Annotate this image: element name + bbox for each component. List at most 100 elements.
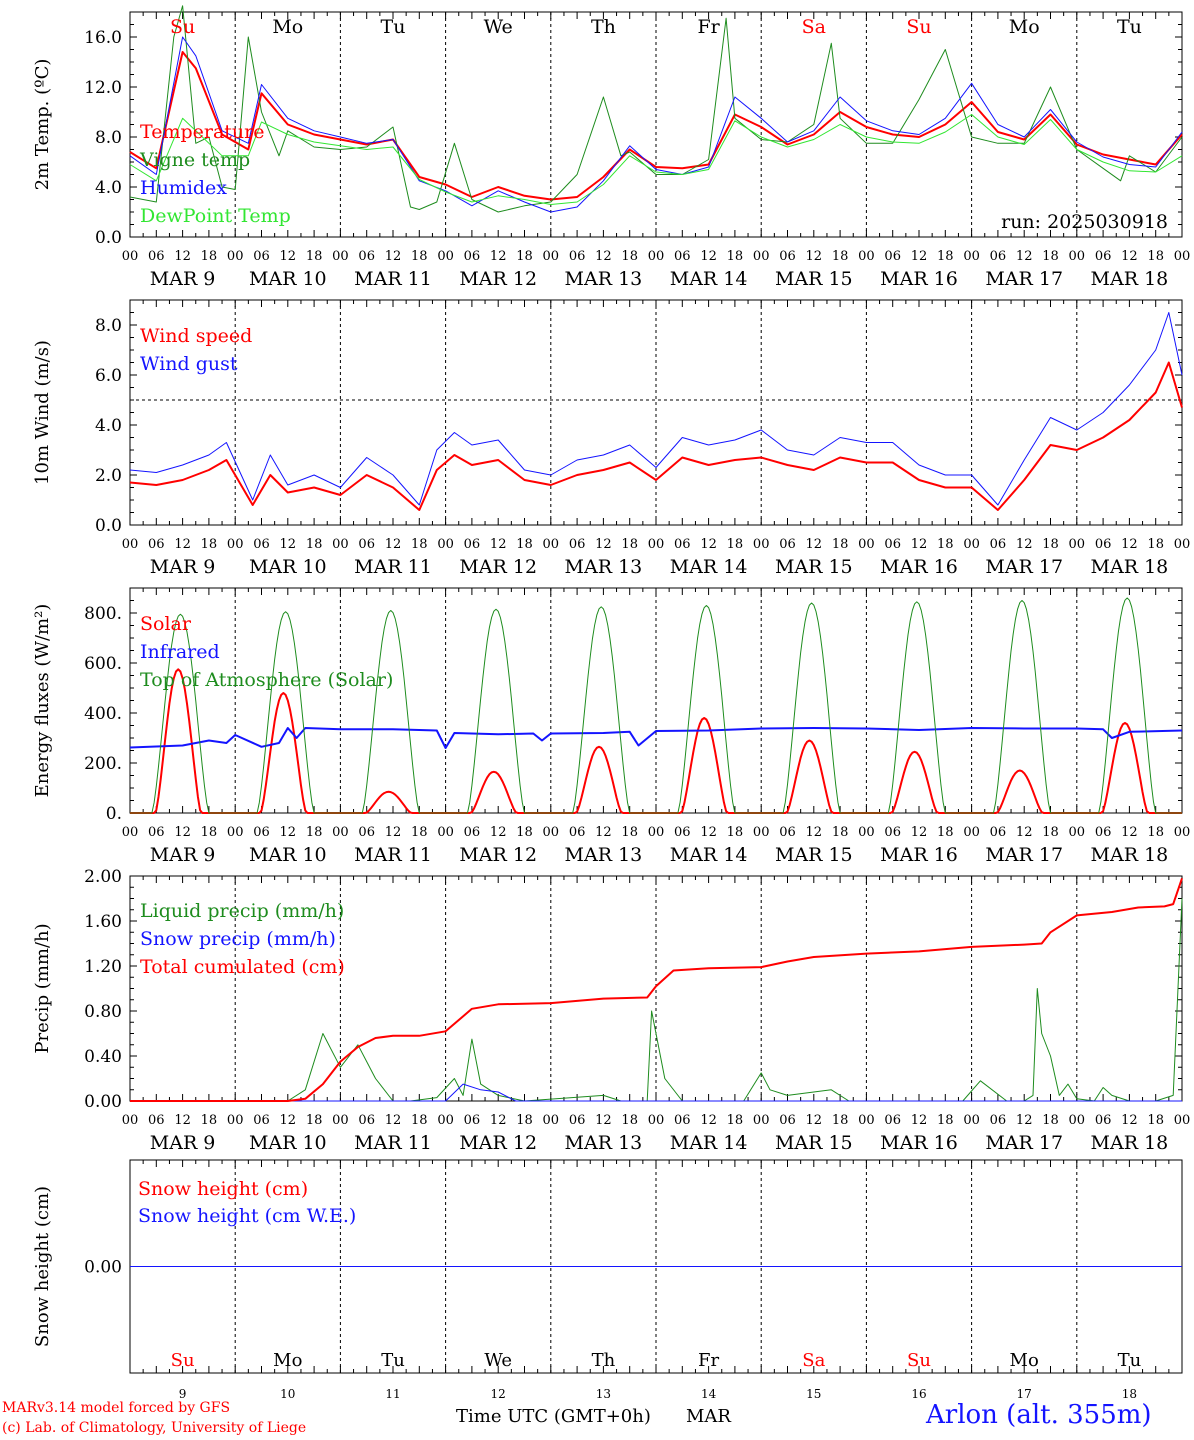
hour-tick-label: 06 [1095, 1113, 1112, 1128]
y-tick-label: 600. [84, 654, 122, 674]
y-tick-label: 6.0 [95, 366, 122, 386]
date-label: MAR 14 [670, 844, 748, 866]
hour-tick-label: 00 [227, 825, 244, 840]
hour-tick-label: 00 [1174, 537, 1191, 552]
date-label: MAR 17 [985, 268, 1063, 290]
day-number-label: 17 [1017, 1387, 1032, 1401]
hour-tick-label: 06 [884, 249, 901, 264]
date-label: MAR 17 [985, 1132, 1063, 1154]
hour-tick-label: 00 [543, 537, 560, 552]
hour-tick-label: 00 [437, 537, 454, 552]
day-number-label: 10 [280, 1387, 295, 1401]
weekday-label: Fr [697, 16, 720, 38]
run-annotation: run: 2025030918 [1001, 211, 1168, 233]
y-axis-label: Energy fluxes (W/m²) [32, 604, 53, 798]
hour-tick-label: 06 [1095, 537, 1112, 552]
hour-tick-label: 06 [569, 1113, 586, 1128]
hour-tick-label: 06 [358, 537, 375, 552]
hour-tick-label: 12 [595, 537, 612, 552]
hour-tick-label: 18 [1147, 825, 1164, 840]
hour-tick-label: 12 [385, 249, 402, 264]
x-axis-month: MAR [686, 1406, 731, 1427]
hour-tick-label: 06 [779, 825, 796, 840]
hour-tick-label: 06 [253, 825, 270, 840]
y-axis-label: 2m Temp. (ºC) [32, 59, 53, 191]
weekday-label: We [484, 1350, 512, 1371]
hour-tick-label: 12 [595, 249, 612, 264]
hour-tick-label: 00 [1069, 249, 1086, 264]
hour-tick-label: 06 [253, 1113, 270, 1128]
legend-entry: Humidex [140, 177, 227, 199]
hour-tick-label: 12 [700, 825, 717, 840]
hour-tick-label: 06 [990, 537, 1007, 552]
y-tick-label: 0.40 [84, 1047, 122, 1067]
hour-tick-label: 18 [201, 825, 218, 840]
hour-tick-label: 12 [490, 249, 507, 264]
weekday-label: Mo [272, 16, 303, 38]
weekday-label: Su [906, 16, 931, 38]
series-line [130, 1083, 1182, 1102]
weekday-label: Th [591, 16, 616, 38]
date-label: MAR 15 [775, 268, 853, 290]
hour-tick-label: 18 [306, 537, 323, 552]
hour-tick-label: 00 [437, 825, 454, 840]
hour-tick-label: 00 [648, 825, 665, 840]
hour-tick-label: 12 [1016, 537, 1033, 552]
hour-tick-label: 18 [516, 249, 533, 264]
hour-tick-label: 00 [122, 1113, 139, 1128]
hour-tick-label: 12 [700, 537, 717, 552]
date-label: MAR 16 [880, 268, 958, 290]
hour-tick-label: 06 [884, 537, 901, 552]
y-tick-label: 1.60 [84, 912, 122, 932]
hour-tick-label: 00 [753, 249, 770, 264]
weekday-label: Tu [1118, 1350, 1142, 1371]
hour-tick-label: 06 [674, 825, 691, 840]
y-tick-label: 4.0 [95, 178, 122, 198]
hour-tick-label: 18 [306, 1113, 323, 1128]
day-number-label: 9 [179, 1387, 187, 1401]
date-label: MAR 15 [775, 844, 853, 866]
credit-line-2: (c) Lab. of Climatology, University of L… [2, 1420, 307, 1436]
hour-tick-label: 18 [1042, 537, 1059, 552]
legend-entry: Wind speed [140, 325, 252, 347]
date-label: MAR 10 [249, 844, 327, 866]
hour-tick-label: 18 [832, 537, 849, 552]
hour-tick-label: 18 [621, 249, 638, 264]
hour-tick-label: 00 [227, 537, 244, 552]
legend-entry: Total cumulated (cm) [140, 956, 345, 978]
day-number-label: 11 [385, 1387, 400, 1401]
weekday-label: Sa [802, 1350, 825, 1371]
hour-tick-label: 18 [621, 1113, 638, 1128]
hour-tick-label: 06 [148, 249, 165, 264]
hour-tick-label: 18 [727, 825, 744, 840]
hour-tick-label: 06 [358, 825, 375, 840]
hour-tick-label: 06 [990, 1113, 1007, 1128]
legend-entry: Infrared [140, 641, 220, 663]
weekday-label: Su [170, 16, 195, 38]
hour-tick-label: 12 [174, 249, 191, 264]
hour-tick-label: 18 [727, 249, 744, 264]
date-label: MAR 13 [565, 268, 643, 290]
hour-tick-label: 00 [858, 1113, 875, 1128]
date-label: MAR 11 [354, 268, 432, 290]
series-line [130, 877, 1183, 1102]
hour-tick-label: 12 [911, 825, 928, 840]
hour-tick-label: 00 [543, 249, 560, 264]
y-axis-label: Snow height (cm) [32, 1186, 53, 1347]
hour-tick-label: 06 [1095, 249, 1112, 264]
hour-tick-label: 00 [543, 825, 560, 840]
hour-tick-label: 12 [700, 249, 717, 264]
hour-tick-label: 12 [280, 1113, 297, 1128]
hour-tick-label: 18 [411, 1113, 428, 1128]
hour-tick-label: 12 [595, 825, 612, 840]
hour-tick-label: 18 [727, 1113, 744, 1128]
hour-tick-label: 18 [411, 825, 428, 840]
hour-tick-label: 12 [700, 1113, 717, 1128]
date-label: MAR 14 [670, 268, 748, 290]
y-tick-label: 800. [84, 604, 122, 624]
hour-tick-label: 18 [621, 825, 638, 840]
date-label: MAR 12 [459, 1132, 537, 1154]
date-label: MAR 9 [150, 268, 216, 290]
y-tick-label: 4.0 [95, 416, 122, 436]
y-tick-label: 16.0 [84, 28, 122, 48]
